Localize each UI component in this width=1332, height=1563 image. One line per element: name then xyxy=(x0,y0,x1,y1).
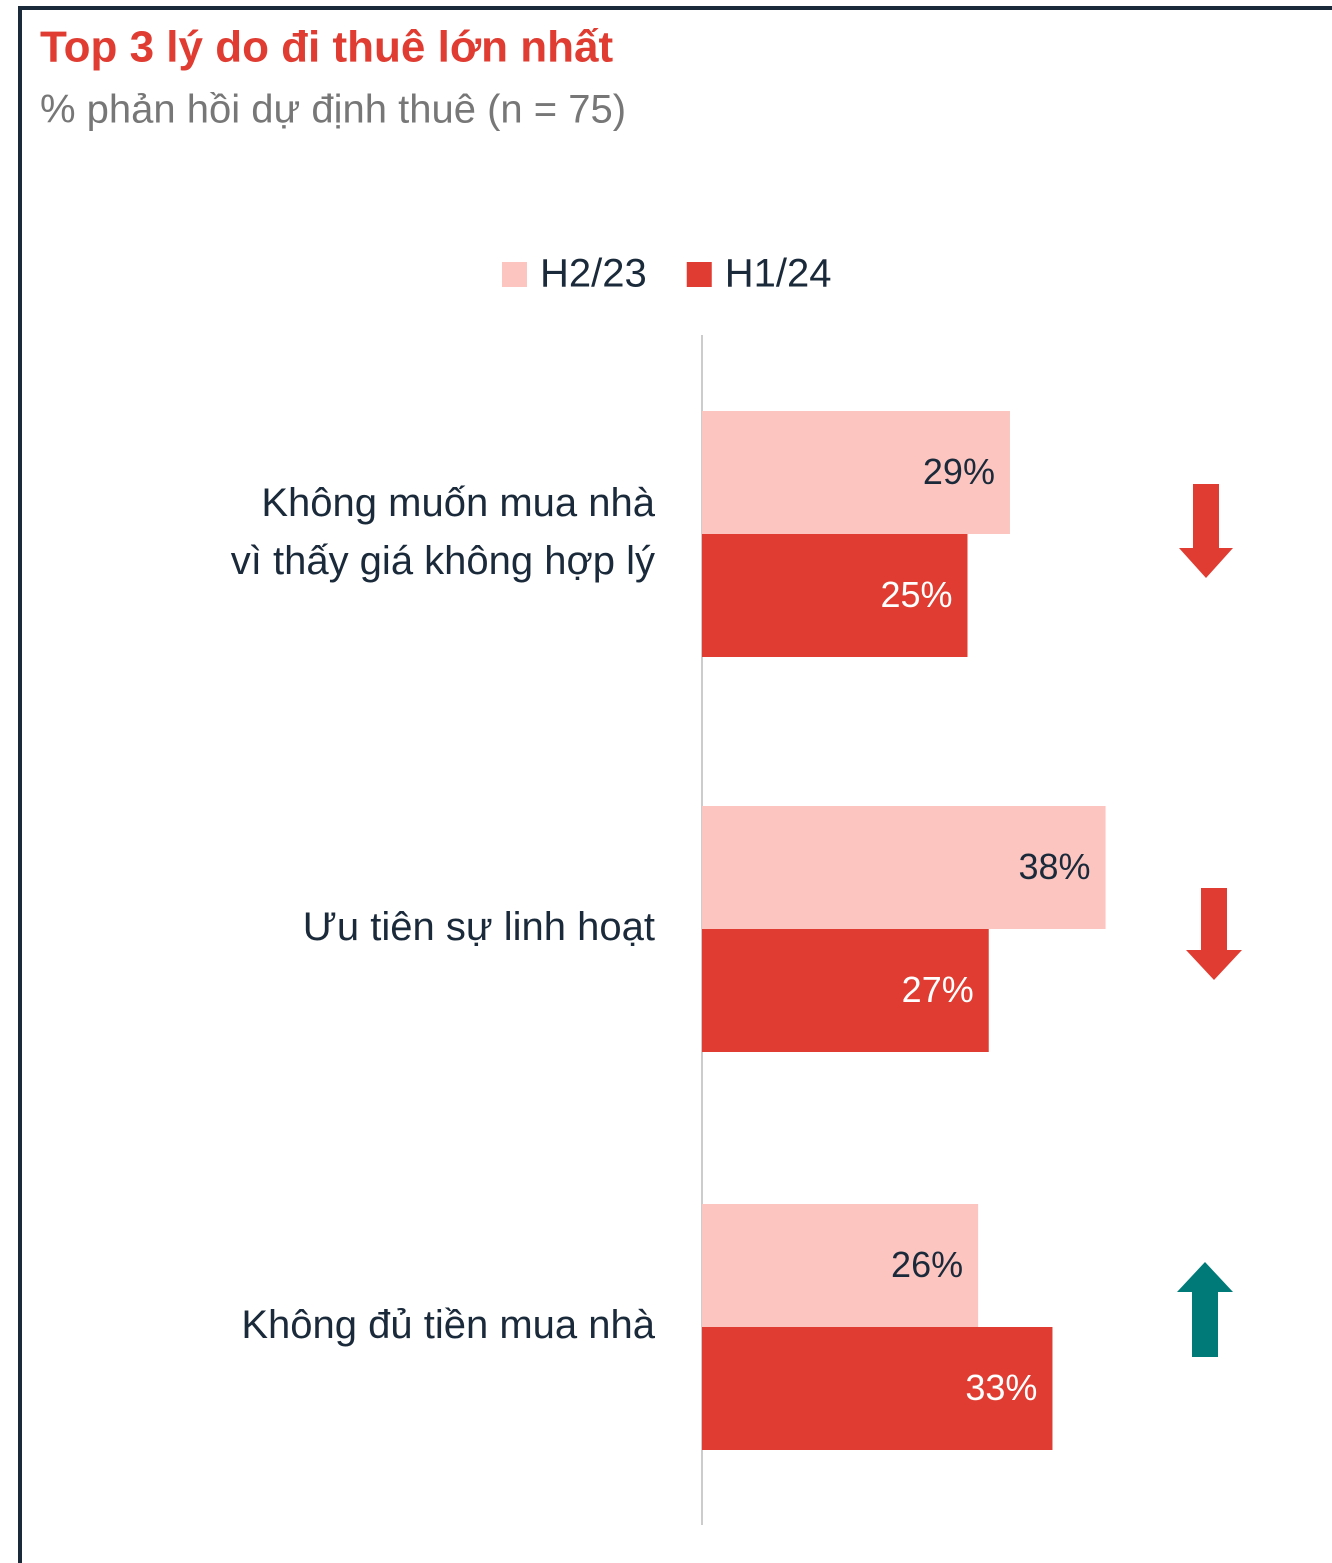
category-label: Không muốn mua nhà vì thấy giá không hợp … xyxy=(231,481,656,583)
chart-subtitle: % phản hồi dự định thuê (n = 75) xyxy=(40,88,626,132)
value-label: 29% xyxy=(923,451,995,492)
bar xyxy=(702,1327,1053,1450)
legend-label: H1/24 xyxy=(725,252,832,296)
legend-swatch xyxy=(502,262,527,287)
trend-arrow-up xyxy=(1177,1262,1233,1357)
category-label: Không đủ tiền mua nhà xyxy=(241,1303,655,1347)
bar xyxy=(702,1204,979,1327)
bar xyxy=(702,929,989,1052)
value-label: 26% xyxy=(891,1244,963,1285)
chart-title: Top 3 lý do đi thuê lớn nhất xyxy=(40,23,613,72)
value-label: 27% xyxy=(902,969,974,1010)
legend-label: H2/23 xyxy=(540,252,647,296)
bar xyxy=(702,534,968,657)
bar xyxy=(702,806,1106,929)
category-label: Ưu tiên sự linh hoạt xyxy=(303,905,655,949)
bar xyxy=(702,411,1010,534)
value-label: 38% xyxy=(1018,846,1090,887)
value-label: 25% xyxy=(880,574,952,615)
value-label: 33% xyxy=(965,1367,1037,1408)
trend-arrow-down xyxy=(1186,888,1242,980)
trend-arrow-down xyxy=(1179,484,1233,578)
frame xyxy=(18,6,1332,1563)
legend-swatch xyxy=(686,262,712,287)
